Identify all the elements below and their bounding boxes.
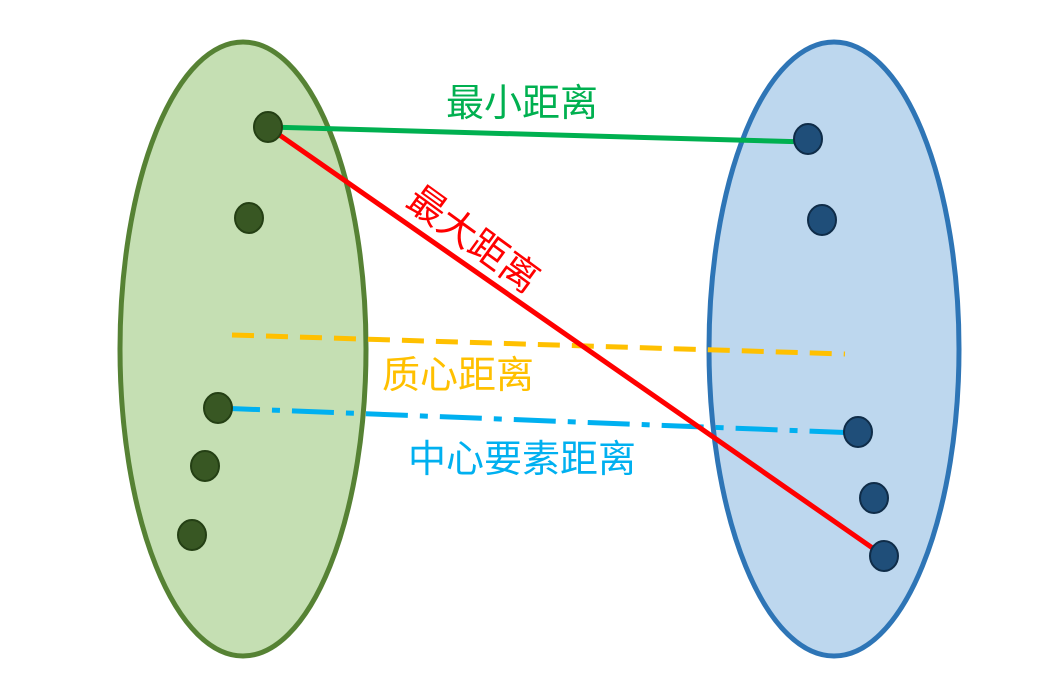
left-point (234, 202, 264, 234)
right-point (869, 540, 899, 572)
right-point (859, 482, 889, 514)
centroid-distance-line (231, 332, 846, 357)
centroid-distance-label: 质心距离 (382, 353, 534, 397)
right-cluster-points (793, 123, 899, 572)
right-point (843, 416, 873, 448)
left-point (203, 392, 233, 424)
max-distance-line (266, 124, 886, 559)
min-distance-label: 最小距离 (446, 81, 598, 125)
max-distance-label: 最大距离 (399, 177, 548, 302)
left-point (177, 519, 207, 551)
left-cluster-ellipse (117, 39, 369, 659)
left-cluster-points (177, 111, 283, 551)
min-distance-line (267, 124, 809, 145)
right-point (793, 123, 823, 155)
right-point (807, 204, 837, 236)
left-point (253, 111, 283, 143)
left-point (190, 450, 220, 482)
medoid-distance-line (217, 405, 859, 436)
medoid-distance-label: 中心要素距离 (408, 437, 636, 481)
